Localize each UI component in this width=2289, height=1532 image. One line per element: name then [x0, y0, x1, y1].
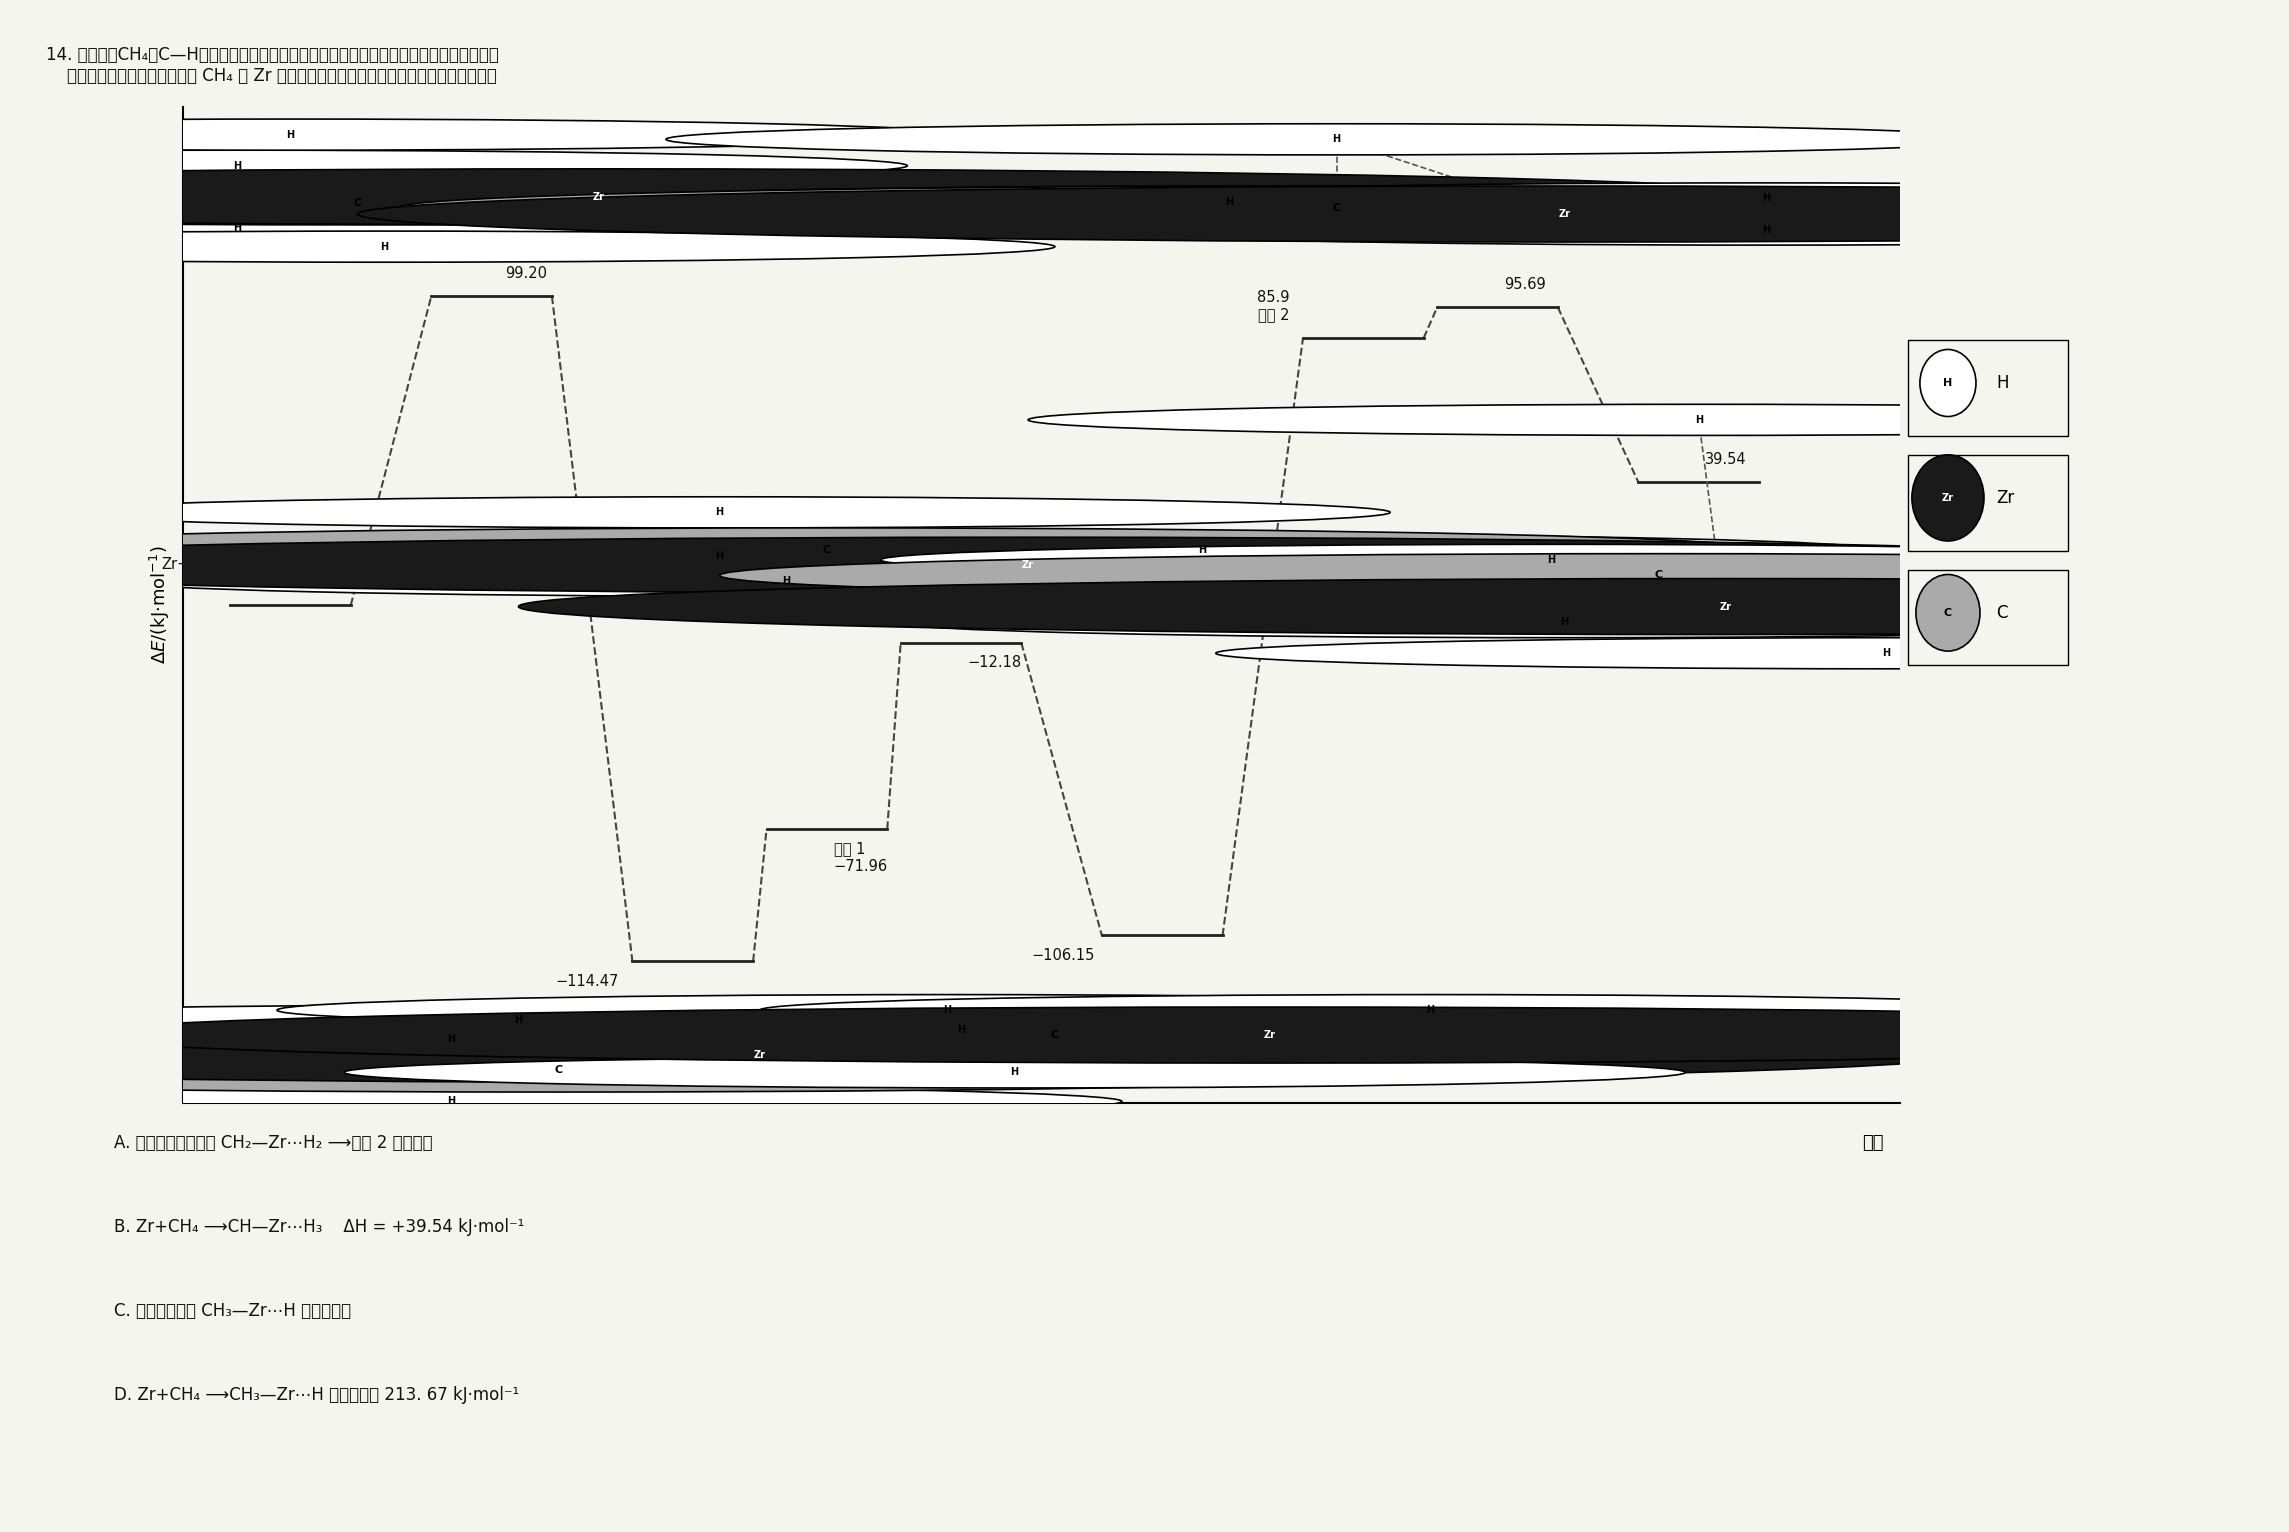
Text: H: H	[1882, 648, 1891, 659]
Circle shape	[559, 185, 1900, 218]
Text: A. 整个反应快慢，由 CH₂—Zr⋯H₂ ⟶状态 2 反应决定: A. 整个反应快慢，由 CH₂—Zr⋯H₂ ⟶状态 2 反应决定	[114, 1134, 433, 1152]
Text: H: H	[1426, 1005, 1435, 1016]
Text: Zr: Zr	[1264, 1030, 1275, 1040]
Text: 状态 1
−71.96: 状态 1 −71.96	[833, 841, 888, 873]
Text: H: H	[716, 552, 723, 561]
Text: H: H	[1225, 196, 1234, 207]
Text: H: H	[1763, 193, 1769, 204]
Text: 99.20: 99.20	[506, 267, 547, 280]
Text: C: C	[822, 545, 831, 555]
Circle shape	[0, 1086, 1122, 1117]
Text: 14. 金属插入CH₄的C—H键形成高氧化态过渡金属化合物的反应频繁出现在光分解作用、金属
    有机化学等领域、如图所示是 CH₄ 与 Zr 形成过渡金属化: 14. 金属插入CH₄的C—H键形成高氧化态过渡金属化合物的反应频繁出现在光分解…	[46, 46, 499, 84]
Circle shape	[531, 535, 1872, 565]
Text: H: H	[943, 1005, 952, 1016]
Text: −114.47: −114.47	[556, 974, 618, 988]
Circle shape	[0, 119, 961, 150]
Text: H: H	[716, 507, 723, 518]
Circle shape	[1920, 349, 1975, 417]
Circle shape	[0, 1005, 1188, 1036]
Circle shape	[398, 185, 2275, 230]
Circle shape	[0, 213, 906, 244]
Text: H: H	[1332, 135, 1341, 144]
Circle shape	[1916, 574, 1980, 651]
Circle shape	[0, 231, 1055, 262]
Circle shape	[1094, 214, 2289, 245]
Text: B. Zr+CH₄ ⟶CH—Zr⋯H₃    ΔH = +39.54 kJ·mol⁻¹: B. Zr+CH₄ ⟶CH—Zr⋯H₃ ΔH = +39.54 kJ·mol⁻¹	[114, 1218, 524, 1236]
Circle shape	[48, 541, 1389, 571]
Text: 85.9
状态 2: 85.9 状态 2	[1257, 290, 1289, 322]
Text: Zr: Zr	[1023, 561, 1035, 570]
Text: Zr: Zr	[753, 1049, 767, 1060]
Text: C: C	[1655, 570, 1662, 581]
Circle shape	[0, 1048, 1497, 1092]
Circle shape	[1028, 404, 2289, 435]
Text: C: C	[1943, 608, 1953, 617]
Text: C. 在中间产物中 CH₃—Zr⋯H 状态最稳定: C. 在中间产物中 CH₃—Zr⋯H 状态最稳定	[114, 1302, 353, 1321]
Text: H: H	[286, 130, 295, 139]
Text: H: H	[1547, 555, 1554, 565]
Text: H: H	[515, 1016, 522, 1025]
Circle shape	[0, 538, 2234, 593]
Circle shape	[0, 169, 1806, 225]
Text: H: H	[233, 161, 240, 170]
Text: D. Zr+CH₄ ⟶CH₃—Zr⋯H 的活化能为 213. 67 kJ·mol⁻¹: D. Zr+CH₄ ⟶CH₃—Zr⋯H 的活化能为 213. 67 kJ·mol…	[114, 1386, 520, 1405]
Text: 95.69: 95.69	[1504, 277, 1545, 291]
Circle shape	[0, 181, 1296, 225]
Y-axis label: $\Delta E$/(kJ·mol$^{-1}$): $\Delta E$/(kJ·mol$^{-1}$)	[149, 545, 172, 665]
Circle shape	[1094, 182, 2289, 214]
Circle shape	[277, 994, 1618, 1026]
Text: Zr: Zr	[1719, 602, 1730, 611]
Circle shape	[62, 1007, 2289, 1063]
Text: H: H	[957, 1025, 966, 1034]
Text: H: H	[1561, 617, 1568, 627]
Circle shape	[666, 124, 2007, 155]
Text: H: H	[783, 576, 790, 585]
Text: H: H	[446, 1034, 456, 1045]
Circle shape	[719, 553, 2289, 597]
Text: 39.54: 39.54	[1705, 452, 1747, 467]
Text: Zr: Zr	[1559, 208, 1570, 219]
Text: C: C	[554, 1065, 563, 1075]
Text: Zr: Zr	[1996, 489, 2014, 507]
Circle shape	[357, 185, 2289, 242]
Circle shape	[881, 544, 2223, 576]
Circle shape	[117, 1013, 1994, 1057]
Text: H: H	[1763, 225, 1769, 234]
Circle shape	[0, 1023, 1122, 1054]
Circle shape	[117, 565, 1458, 596]
Text: H: H	[1012, 1068, 1019, 1077]
Text: 状态: 状态	[1863, 1134, 1884, 1152]
Text: H: H	[1199, 545, 1206, 555]
Circle shape	[760, 994, 2101, 1026]
Text: C: C	[1996, 604, 2007, 622]
Circle shape	[1911, 455, 1985, 541]
Text: H: H	[1694, 415, 1703, 424]
Text: H: H	[233, 224, 240, 233]
Circle shape	[291, 1014, 1632, 1045]
Circle shape	[517, 579, 2289, 634]
Text: H: H	[380, 242, 389, 251]
Circle shape	[0, 1026, 1966, 1083]
Text: −106.15: −106.15	[1032, 948, 1094, 964]
Circle shape	[0, 150, 906, 181]
Text: H: H	[1943, 378, 1953, 388]
Circle shape	[0, 529, 1765, 571]
Circle shape	[48, 496, 1389, 529]
Text: −12.18: −12.18	[968, 656, 1021, 671]
Circle shape	[343, 1057, 1685, 1088]
Circle shape	[1215, 637, 2289, 669]
Text: C: C	[353, 198, 362, 208]
Text: Zr: Zr	[593, 192, 604, 202]
Text: H: H	[1996, 374, 2007, 392]
Text: H: H	[446, 1097, 456, 1106]
Text: C: C	[1332, 202, 1341, 213]
Text: Zr: Zr	[1941, 493, 1955, 502]
Text: Zr+CH₄
0.00: Zr+CH₄ 0.00	[163, 558, 217, 590]
Text: C: C	[1051, 1030, 1060, 1040]
Circle shape	[895, 607, 2234, 637]
